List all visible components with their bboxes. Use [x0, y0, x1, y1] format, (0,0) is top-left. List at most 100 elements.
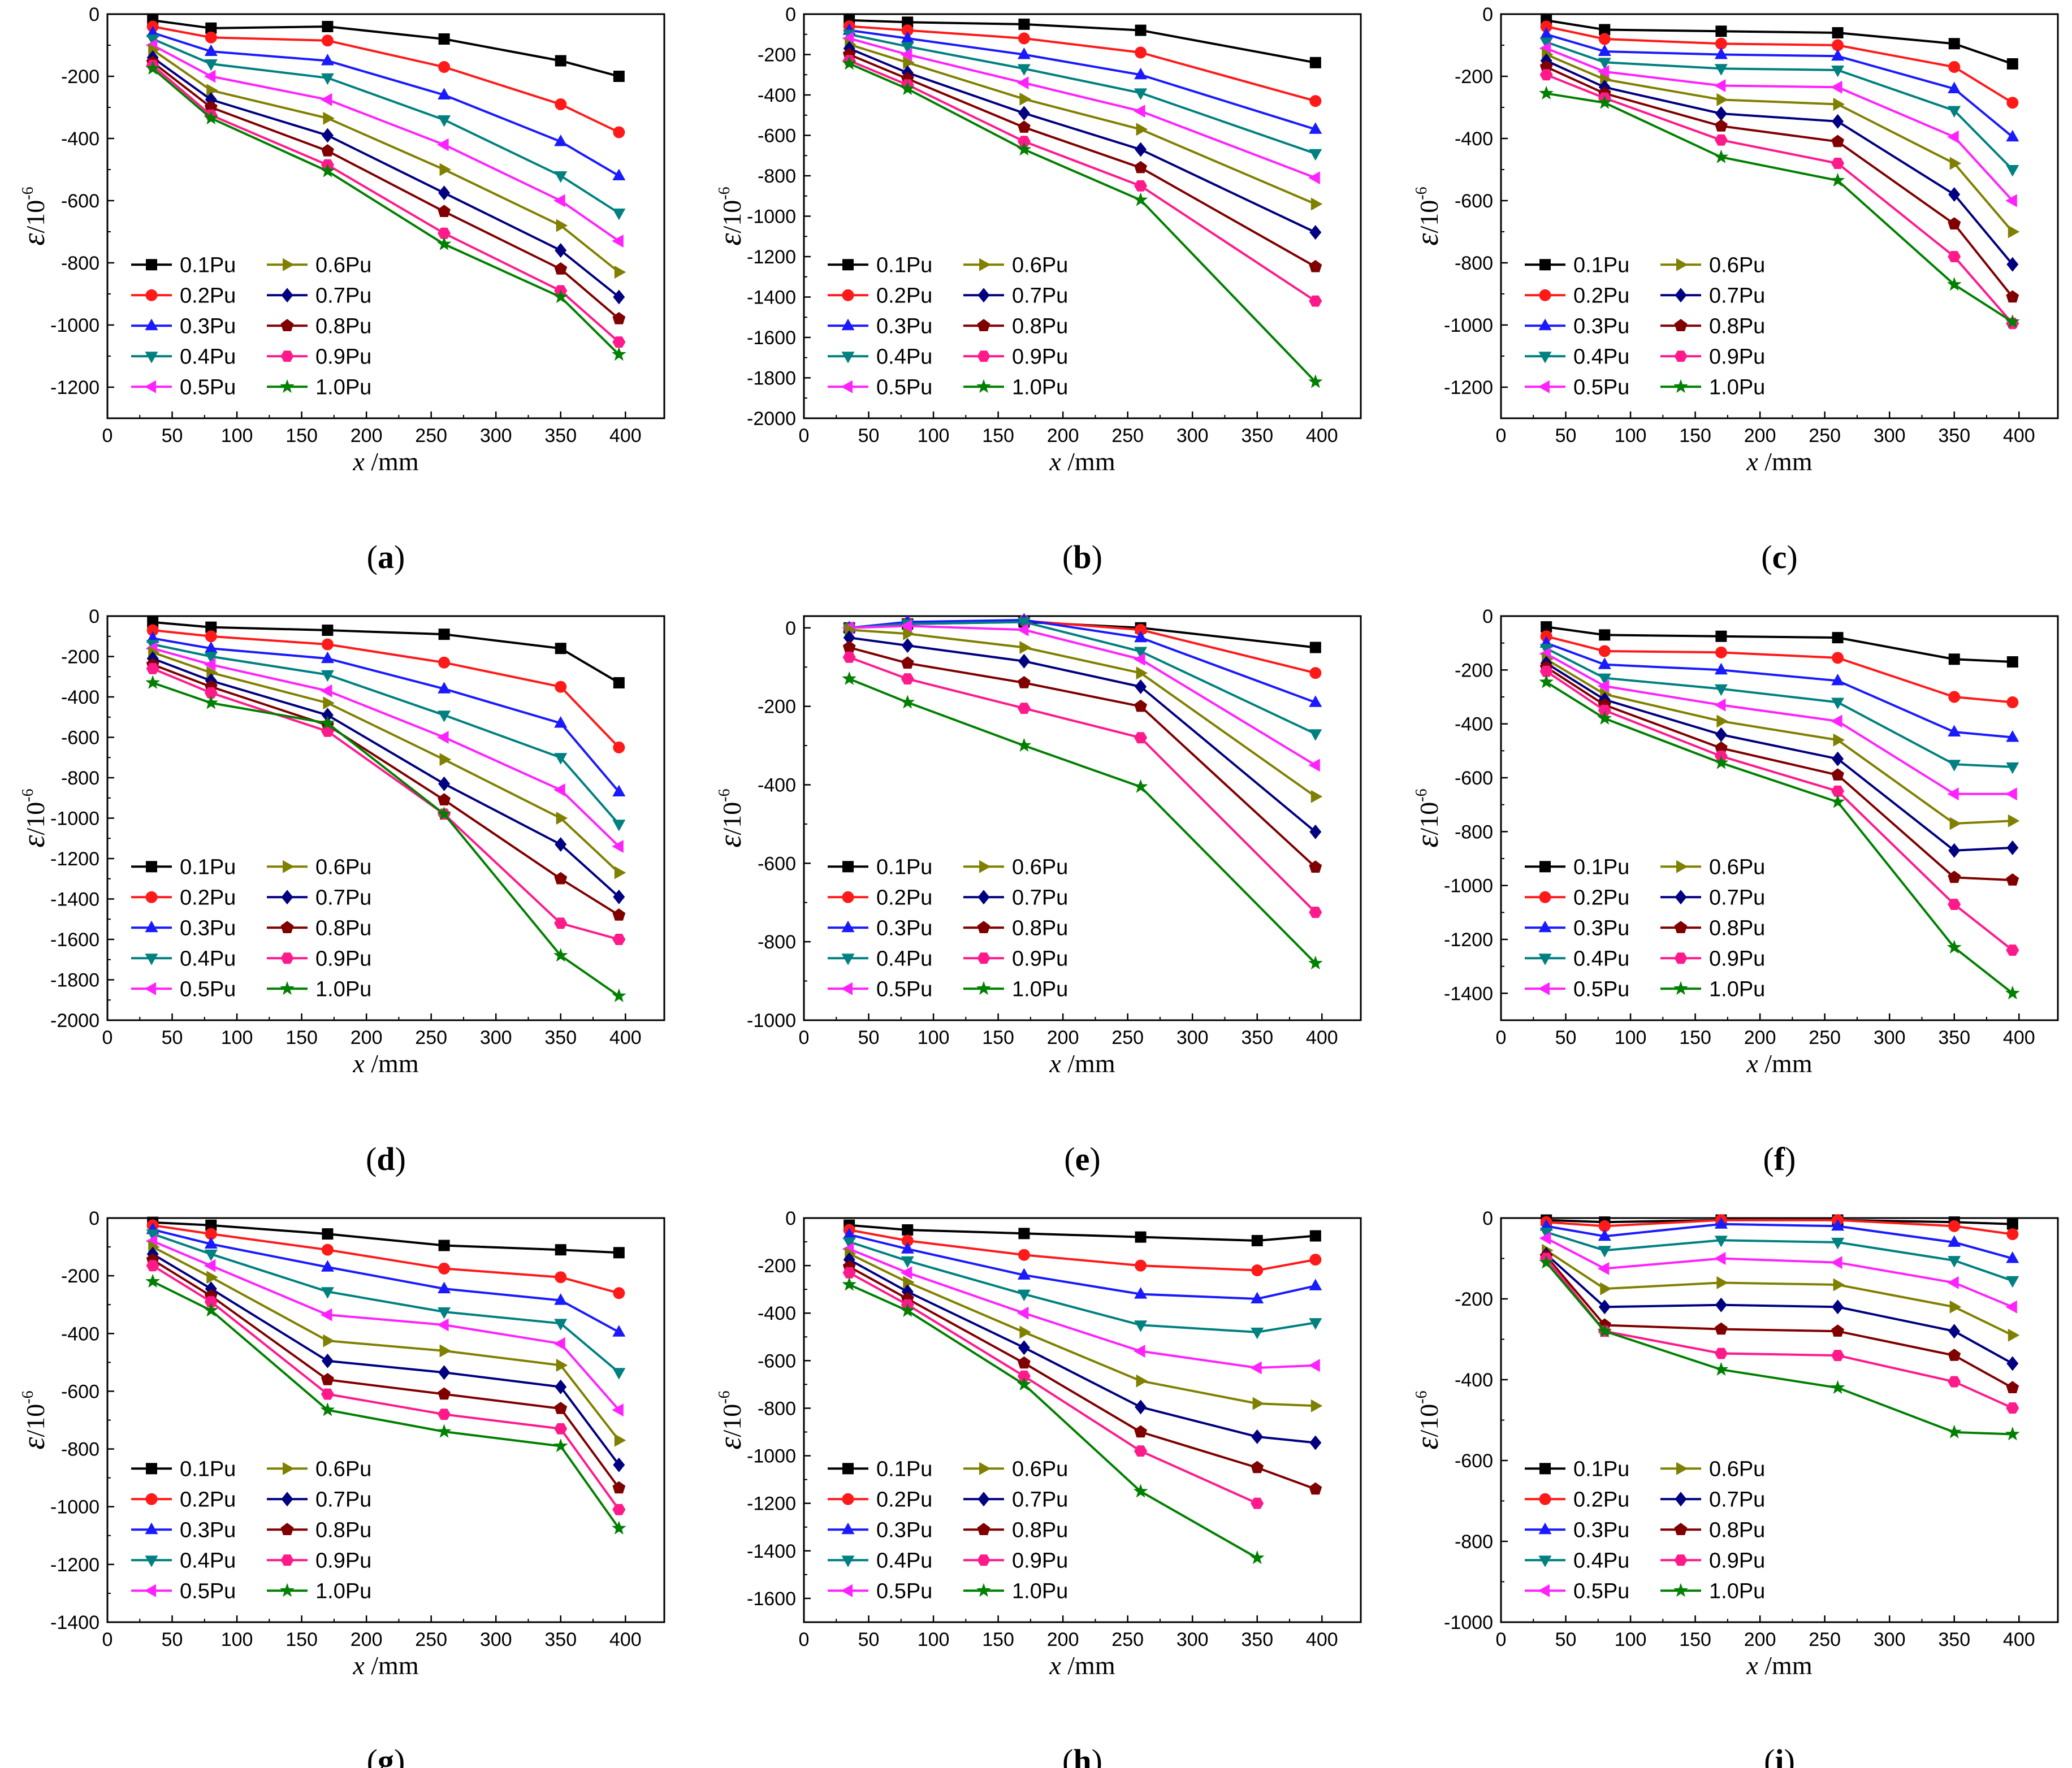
legend-entry: 0.2Pu [876, 1488, 932, 1511]
data-point [204, 652, 218, 664]
x-tick-label: 400 [609, 425, 642, 447]
legend-marker [977, 890, 990, 905]
data-point [842, 1237, 856, 1249]
data-point [1539, 69, 1553, 81]
data-point [1309, 667, 1322, 679]
legend-marker [1538, 1555, 1552, 1567]
data-point [438, 682, 451, 694]
data-point [900, 48, 912, 61]
legend-marker [977, 952, 990, 964]
legend-marker [1676, 860, 1688, 873]
series-0.9Pu [842, 55, 1322, 307]
data-point [1134, 1320, 1148, 1332]
legend-entry: 0.7Pu [315, 284, 371, 307]
y-tick-label: -800 [1455, 821, 1493, 843]
data-point [553, 948, 568, 962]
x-tick-label: 400 [609, 1027, 642, 1048]
data-point [438, 1387, 451, 1400]
series-0.5Pu [145, 38, 624, 248]
series-0.2Pu [1540, 20, 2019, 109]
plot-frame [1500, 615, 2059, 1021]
data-point [612, 934, 626, 945]
y-tick-label: 0 [89, 1208, 100, 1229]
y-tick-label: -2000 [50, 1010, 100, 1032]
data-point [1832, 27, 1844, 38]
series-line [152, 1233, 620, 1373]
legend-entry: 0.3Pu [180, 916, 236, 940]
data-point [321, 1287, 334, 1299]
data-point [1597, 95, 1612, 109]
data-point [1136, 123, 1148, 136]
series-line [152, 651, 620, 874]
x-axis-space [1758, 1651, 1765, 1680]
data-point [1539, 644, 1553, 656]
data-point [1309, 259, 1322, 272]
y-tick-label: -200 [758, 45, 796, 66]
y-tick-label: -1400 [1444, 983, 1493, 1004]
x-tick-label: 400 [2003, 1027, 2035, 1048]
legend-entry: 0.6Pu [1709, 1457, 1765, 1481]
legend-entry: 0.1Pu [180, 1457, 236, 1481]
data-point [1135, 1231, 1147, 1243]
legend-marker [145, 920, 158, 933]
x-tick-label: 150 [286, 1629, 318, 1650]
chart-panel-1: 0 50 100 150 200 250 300 350 400 0 -200 -400 -600 -80… [16, 4, 665, 575]
series-line [1545, 1262, 2013, 1436]
y-tick-label: -200 [758, 696, 796, 718]
data-point [1134, 699, 1147, 712]
data-point [1715, 119, 1728, 132]
y-tick-label: -200 [1455, 660, 1493, 681]
panel-label: (f) [1763, 1141, 1796, 1177]
legend-entry: 0.5Pu [876, 1579, 932, 1603]
legend-entry: 0.8Pu [315, 314, 371, 338]
legend-entry: 0.9Pu [1012, 947, 1068, 970]
series-0.6Pu [1542, 48, 2020, 239]
legend-entry: 0.9Pu [1709, 1549, 1765, 1572]
x-tick-label: 100 [221, 1027, 253, 1048]
series-line [152, 1280, 620, 1529]
data-point [1135, 1259, 1147, 1272]
series-line [1546, 647, 2013, 768]
series-line [1546, 1231, 2013, 1282]
series-1.0Pu [842, 1277, 1265, 1565]
x-tick-label: 300 [1874, 1027, 1906, 1048]
legend-marker [280, 379, 295, 393]
series-0.3Pu [842, 23, 1322, 134]
x-tick-label: 300 [1874, 1629, 1906, 1650]
data-point [1018, 1249, 1030, 1261]
series-line [152, 1240, 620, 1411]
data-point [147, 616, 159, 628]
data-point [556, 1359, 568, 1372]
series-line [152, 657, 620, 898]
data-point [903, 627, 915, 640]
data-point [1831, 1256, 1842, 1269]
data-point [556, 219, 568, 232]
data-point [1599, 629, 1611, 641]
data-point [1597, 1323, 1612, 1338]
data-point [612, 346, 626, 361]
x-axis-space [365, 447, 371, 476]
legend-entry: 0.3Pu [180, 314, 236, 338]
y-tick-label: -800 [61, 768, 100, 789]
data-point [205, 31, 217, 44]
series-line [1546, 73, 2014, 324]
legend-marker [842, 289, 854, 301]
data-point [2006, 1218, 2018, 1230]
chart-panel-7: 0 50 100 150 200 250 300 350 400 0 -200 -400 -600 -80… [16, 1208, 665, 1768]
data-point [321, 1388, 334, 1400]
x-tick-label: 400 [1306, 1027, 1338, 1048]
data-point [1016, 142, 1032, 156]
y-tick-label: 0 [1482, 4, 1493, 25]
panel-label-open: ( [1064, 1141, 1075, 1177]
legend-entry: 1.0Pu [1012, 977, 1068, 1001]
series-line [1546, 658, 2013, 825]
legend-marker [280, 981, 295, 995]
legend-entry: 0.2Pu [1573, 1488, 1629, 1511]
series-line [1546, 1237, 2013, 1308]
data-point [1715, 106, 1727, 121]
data-point [438, 1240, 450, 1251]
x-tick-label: 200 [1047, 425, 1079, 447]
x-tick-label: 0 [799, 425, 810, 447]
data-point [1310, 790, 1323, 803]
data-point [1715, 1297, 1727, 1312]
